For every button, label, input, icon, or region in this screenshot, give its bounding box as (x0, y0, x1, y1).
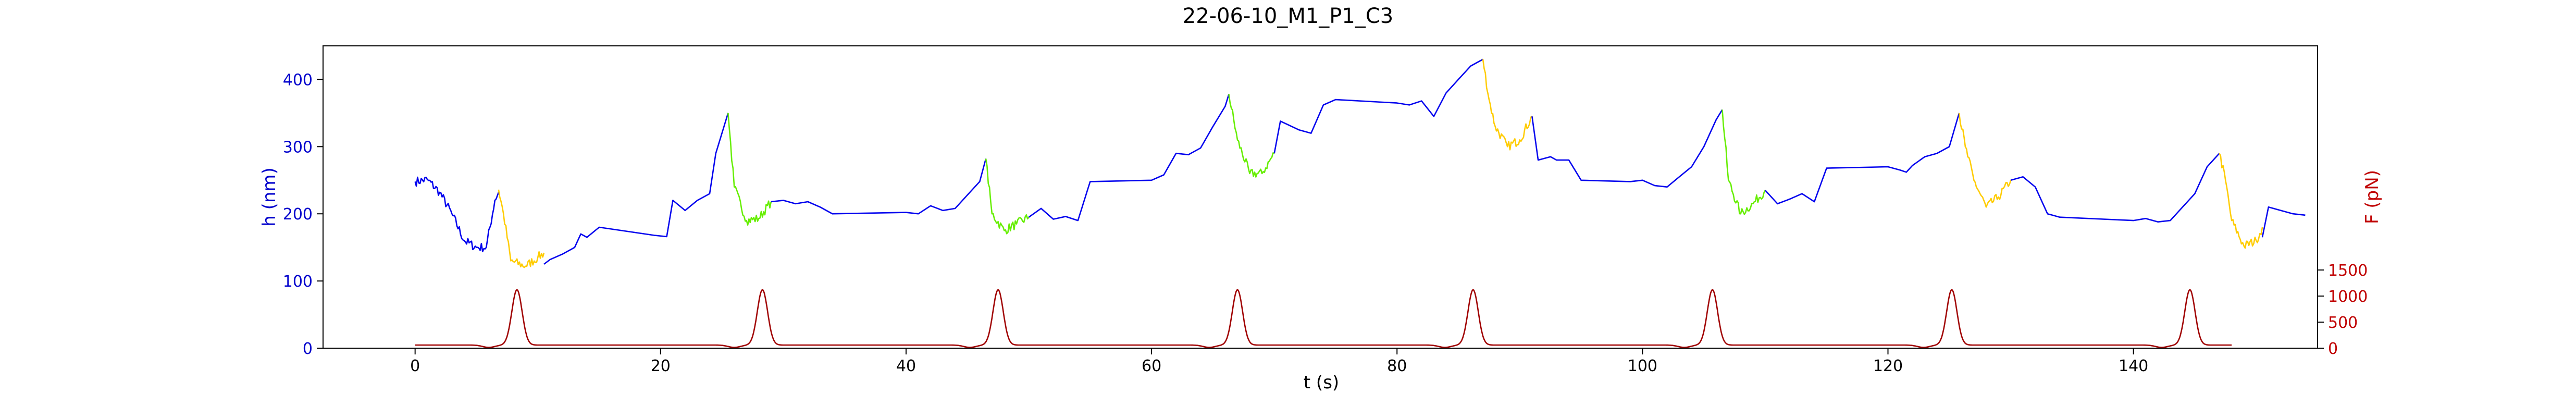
plot-area: 0 20 40 60 80 100 120 140 0 100 200 300 400 0 500 1000 1… (283, 45, 2368, 375)
h-series-segment-15 (2219, 153, 2263, 249)
y-right-tick-label-0: 0 (2328, 340, 2338, 358)
h-series-segment-5 (985, 158, 1030, 235)
x-tick-label-140: 140 (2119, 357, 2148, 375)
h-series-segment-13 (1958, 113, 2012, 208)
h-series-segment-4 (771, 158, 987, 215)
y-left-tick-label-0: 0 (303, 340, 313, 358)
h-series-segment-0 (414, 176, 500, 252)
y-left-tick-label-100: 100 (283, 273, 313, 291)
f-series-line (415, 289, 2232, 348)
plot-frame (323, 45, 2318, 349)
y-left-tick-label-400: 400 (283, 71, 313, 89)
x-tick-label-80: 80 (1387, 357, 1407, 375)
y-axis-label-left: h (nm) (259, 167, 280, 227)
x-tick-label-40: 40 (896, 357, 916, 375)
h-series-segment-10 (1531, 109, 1723, 188)
h-series-segment-2 (543, 113, 729, 265)
y-axis-label-right: F (pN) (2362, 170, 2383, 224)
h-series-segment-14 (2010, 153, 2220, 223)
h-series-segment-8 (1273, 58, 1483, 154)
x-tick-label-120: 120 (1873, 357, 1903, 375)
h-series-segment-1 (498, 189, 545, 268)
y-right-tick-label-1500: 1500 (2328, 262, 2368, 280)
x-tick-label-0: 0 (410, 357, 420, 375)
h-series-segment-9 (1482, 59, 1533, 151)
x-tick-label-20: 20 (651, 357, 671, 375)
x-axis-label: t (s) (1304, 372, 1339, 391)
h-series-segment-11 (1722, 109, 1766, 215)
y-right-tick-label-1000: 1000 (2328, 288, 2368, 306)
y-left-tick-label-300: 300 (283, 138, 313, 156)
y-right-tick-label-500: 500 (2328, 314, 2358, 332)
y-left-tick-label-200: 200 (283, 205, 313, 224)
h-series-segment-6 (1028, 94, 1230, 222)
h-series-segment-7 (1228, 94, 1275, 178)
chart-title: 22-06-10_M1_P1_C3 (1183, 4, 1393, 28)
h-series-segment-3 (727, 113, 772, 226)
x-tick-label-100: 100 (1628, 357, 1657, 375)
h-series-segment-16 (2261, 206, 2306, 238)
x-tick-label-60: 60 (1142, 357, 1161, 375)
h-series-segment-12 (1764, 113, 1960, 205)
